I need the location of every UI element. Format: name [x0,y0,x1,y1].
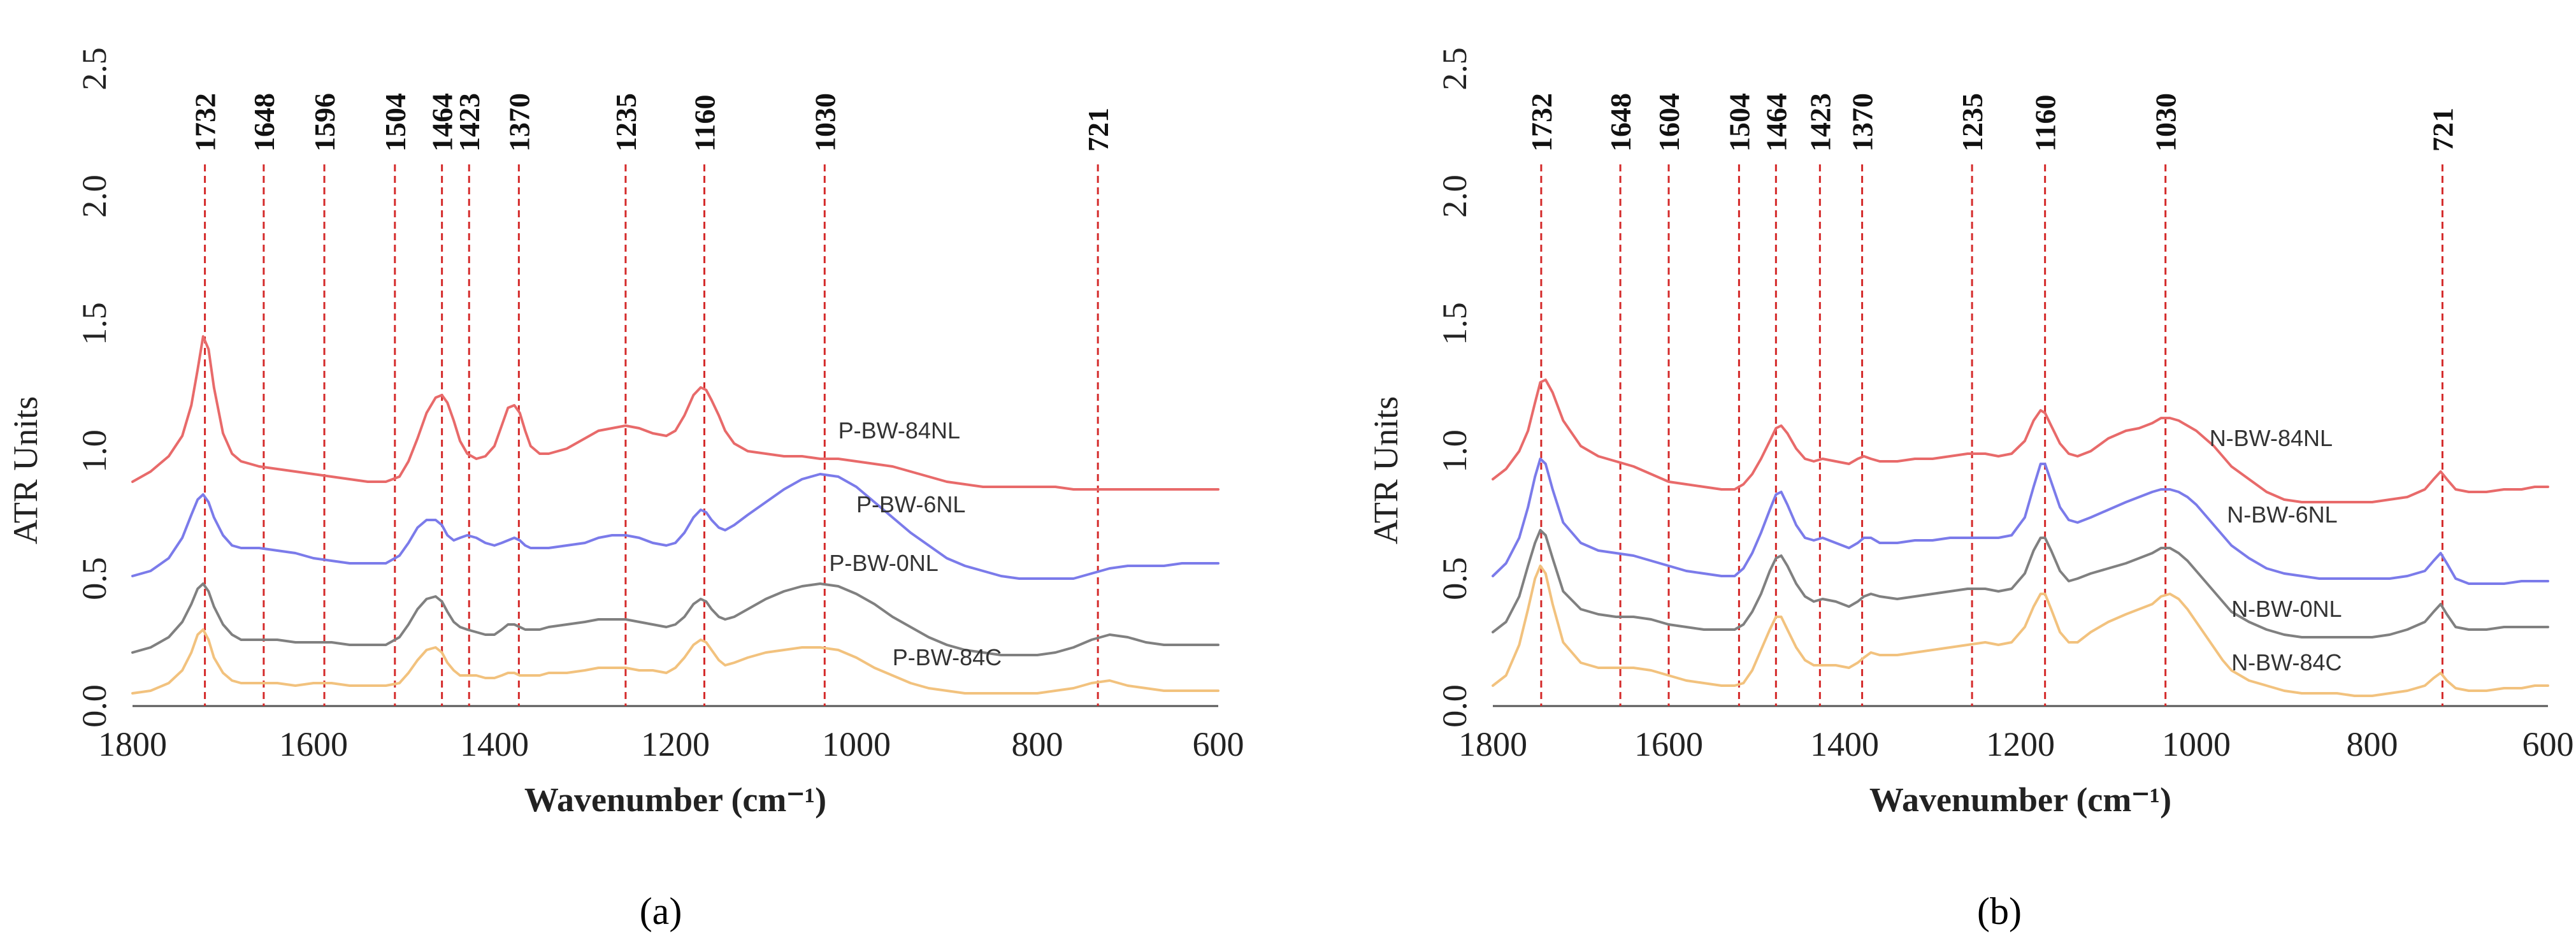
series-line-N-BW-6NL [1492,458,2549,585]
peak-label: 721 [2426,108,2459,152]
peak-label: 1423 [1804,93,1836,152]
peak-label: 1160 [2029,95,2062,152]
peak-label: 1604 [1653,93,1685,152]
peak-label: 1370 [503,93,535,152]
series-line-P-BW-84C [131,628,1220,695]
peak-label: 1160 [688,95,721,152]
peak-label: 1596 [308,93,341,152]
x-tick-label: 600 [2522,725,2574,763]
x-tick-label: 1400 [1810,725,1879,763]
x-tick-label: 1800 [1458,725,1527,763]
x-tick-label: 1800 [98,725,167,763]
series-label: N-BW-84NL [2210,425,2333,451]
peak-label: 1030 [2150,93,2182,152]
series-line-N-BW-0NL [1492,529,2549,638]
panel-caption: (b) [1977,890,2022,932]
panel-b: 0.0 0.5 1.0 1.5 2.0 2.5 1800 1600 1400 1200 1000 80… [1367,47,2574,932]
series-label: N-BW-84C [2231,649,2342,675]
x-tick-label: 1000 [2162,725,2231,763]
y-tick-label: 0.0 [75,684,113,728]
peak-label: 1370 [1846,93,1879,152]
x-tick-label: 600 [1193,725,1244,763]
peak-label: 1648 [1604,93,1637,152]
y-tick-label: 0.5 [1436,557,1474,600]
series-label: P-BW-84C [893,644,1002,670]
peak-label: 721 [1082,108,1114,152]
series-line-P-BW-84NL [131,335,1220,491]
y-tick-label: 2.5 [75,47,113,90]
panel-a: 0.0 0.5 1.0 1.5 2.0 2.5 1800 1600 1400 1200 1000 80… [6,47,1244,932]
x-tick-label: 1600 [279,725,348,763]
y-axis-title: ATR Units [6,396,45,545]
series-label: P-BW-84NL [838,417,960,444]
y-tick-label: 1.0 [1436,429,1474,473]
x-tick-label: 800 [1012,725,1063,763]
y-axis-title: ATR Units [1367,396,1405,545]
peak-label: 1235 [1956,93,1989,152]
y-tick-label: 2.0 [75,175,113,218]
x-tick-label: 1000 [822,725,891,763]
y-tick-label: 0.5 [75,557,113,600]
y-tick-label: 1.0 [75,429,113,473]
y-tick-label: 1.5 [1436,302,1474,345]
series-label: P-BW-6NL [856,491,965,517]
x-axis-title: Wavenumber (cm⁻¹) [524,781,826,819]
peak-label: 1030 [809,93,841,152]
peak-label: 1504 [379,93,412,152]
x-tick-label: 1200 [641,725,710,763]
peak-label: 1732 [189,93,222,152]
series-line-P-BW-6NL [131,473,1220,580]
peak-label: 1235 [610,93,642,152]
x-tick-label: 1600 [1634,725,1703,763]
x-tick-label: 1400 [460,725,529,763]
peak-label: 1423 [453,93,486,152]
peak-label: 1648 [248,93,280,152]
peak-label: 1464 [1760,93,1792,152]
peak-label: 1464 [426,93,459,152]
y-tick-label: 0.0 [1436,684,1474,728]
series-line-N-BW-84NL [1492,379,2549,503]
series-label: N-BW-0NL [2231,596,2342,622]
series-line-P-BW-0NL [131,582,1220,656]
peak-label: 1504 [1723,93,1755,152]
x-axis-title: Wavenumber (cm⁻¹) [1869,781,2171,819]
series-label: P-BW-0NL [829,550,938,576]
x-tick-label: 1200 [1986,725,2055,763]
panel-caption: (a) [640,890,682,932]
y-tick-label: 2.0 [1436,175,1474,218]
peak-label: 1732 [1525,93,1558,152]
y-tick-label: 2.5 [1436,47,1474,90]
y-tick-label: 1.5 [75,302,113,345]
x-tick-label: 800 [2347,725,2398,763]
series-label: N-BW-6NL [2227,501,2337,528]
series-line-N-BW-84C [1492,565,2549,697]
